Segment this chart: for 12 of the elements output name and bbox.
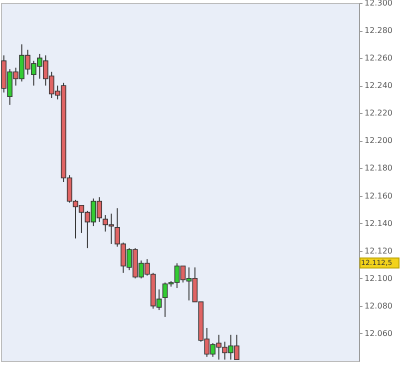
y-tick-label: 12.200	[364, 136, 392, 146]
y-tick-label: 12.220	[364, 108, 392, 118]
y-tick-label: 12.100	[364, 274, 392, 283]
y-tick-label: 12.240	[364, 81, 392, 90]
y-tick-label: 12.180	[364, 164, 392, 173]
y-tick-label: 12.060	[364, 328, 392, 338]
y-tick-label: 12.280	[364, 26, 392, 36]
y-tick-label: 12.080	[364, 301, 392, 310]
y-tick-label: 12.140	[364, 218, 392, 228]
y-tick-label: 12.120	[364, 246, 392, 256]
y-tick-label: 12.160	[364, 191, 392, 200]
y-tick-label: 12.260	[364, 54, 392, 63]
